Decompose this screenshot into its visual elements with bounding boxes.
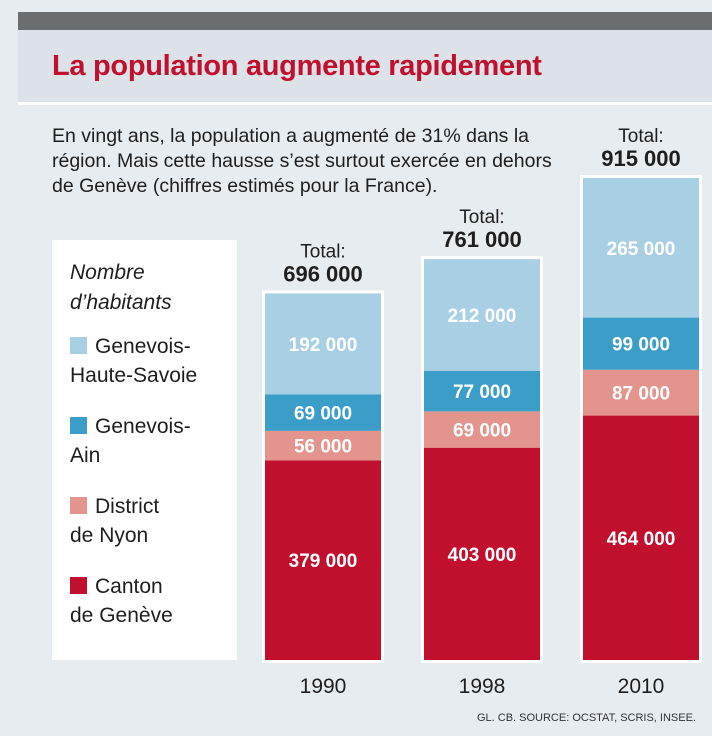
- legend-item: Genevois- Haute-Savoie: [70, 332, 235, 390]
- value-label: 192 000: [289, 335, 358, 356]
- legend-label: Genevois- Ain: [70, 415, 191, 467]
- bar-segment: [265, 293, 381, 395]
- total-label: 761 000: [442, 227, 522, 252]
- bar-segment: [583, 317, 699, 370]
- chart-title: La population augmente rapidement: [52, 50, 542, 82]
- bar-segment: [265, 430, 381, 461]
- value-label: 212 000: [448, 306, 517, 327]
- value-label: 77 000: [453, 382, 511, 403]
- value-label: 379 000: [289, 551, 358, 572]
- x-tick-label: 1990: [300, 675, 347, 698]
- total-label: 696 000: [283, 261, 363, 286]
- source: GL. CB. SOURCE: OCSTAT, SCRIS, INSEE.: [476, 712, 696, 724]
- legend-title: Nombre d’habitants: [70, 261, 172, 314]
- legend-swatch: [70, 497, 87, 514]
- legend-swatch: [70, 577, 87, 594]
- header-band: [18, 30, 712, 105]
- bar-segment: [265, 394, 381, 431]
- bar-segment: [424, 447, 540, 660]
- legend-label: Genevois- Haute-Savoie: [70, 335, 198, 387]
- top-bar: [18, 12, 712, 30]
- bar-outline: [262, 290, 384, 663]
- total-label: 915 000: [601, 146, 681, 171]
- x-tick-label: 2010: [618, 675, 665, 698]
- bar-segment: [265, 460, 381, 660]
- value-label: 56 000: [294, 437, 352, 458]
- bar-segment: [424, 259, 540, 371]
- value-label: 69 000: [294, 404, 352, 425]
- bar-segment: [583, 369, 699, 416]
- value-label: 464 000: [607, 529, 676, 550]
- total-prefix: Total:: [459, 207, 504, 228]
- subtitle: En vingt ans, la population a augmenté d…: [52, 125, 552, 197]
- value-label: 99 000: [612, 335, 670, 356]
- legend: Nombre d’habitants Genevois- Haute-Savoie…: [52, 240, 237, 660]
- legend-item: District de Nyon: [70, 492, 235, 550]
- legend-item: Canton de Genève: [70, 572, 235, 630]
- bar-outline: [580, 175, 702, 663]
- bar-outline: [421, 256, 543, 663]
- legend-label: District de Nyon: [70, 495, 165, 547]
- total-prefix: Total:: [618, 126, 663, 147]
- legend-swatch: [70, 337, 87, 354]
- legend-label: Canton de Genève: [70, 575, 173, 627]
- x-tick-label: 1998: [459, 675, 506, 698]
- total-prefix: Total:: [300, 241, 345, 262]
- value-label: 403 000: [448, 545, 517, 566]
- legend-swatch: [70, 417, 87, 434]
- bar-segment: [583, 178, 699, 318]
- bar-segment: [424, 370, 540, 412]
- value-label: 265 000: [607, 239, 676, 260]
- bar-segment: [583, 415, 699, 660]
- value-label: 69 000: [453, 421, 511, 442]
- legend-item: Genevois- Ain: [70, 412, 235, 470]
- value-label: 87 000: [612, 384, 670, 405]
- bar-segment: [424, 411, 540, 448]
